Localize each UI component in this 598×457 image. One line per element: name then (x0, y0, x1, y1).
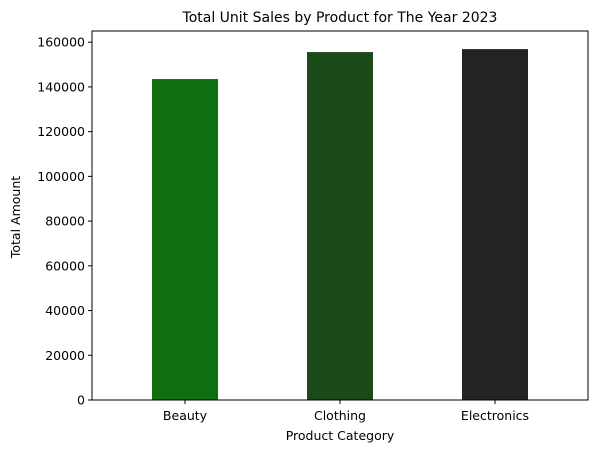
y-tick-label: 160000 (37, 35, 85, 50)
y-tick-label: 60000 (45, 258, 85, 273)
y-tick-label: 100000 (37, 169, 85, 184)
plot-area: 0 20000 40000 60000 80000 100000 120000 140000 1… (37, 30, 589, 423)
y-tick-label: 80000 (45, 214, 85, 229)
y-axis-label: Total Amount (8, 176, 23, 259)
x-axis-label: Product Category (286, 428, 395, 443)
bar-electronics (462, 49, 528, 400)
bar-beauty (152, 79, 218, 401)
x-tick-label-clothing: Clothing (314, 408, 366, 423)
y-tick-label: 120000 (37, 124, 85, 139)
x-tick-label-beauty: Beauty (163, 408, 208, 423)
x-tick-label-electronics: Electronics (461, 408, 529, 423)
bar-clothing (307, 52, 373, 400)
y-tick-label: 140000 (37, 79, 85, 94)
y-tick-label: 0 (77, 393, 85, 408)
chart-title: Total Unit Sales by Product for The Year… (182, 10, 498, 26)
y-tick-label: 20000 (45, 348, 85, 363)
y-tick-label: 40000 (45, 303, 85, 318)
